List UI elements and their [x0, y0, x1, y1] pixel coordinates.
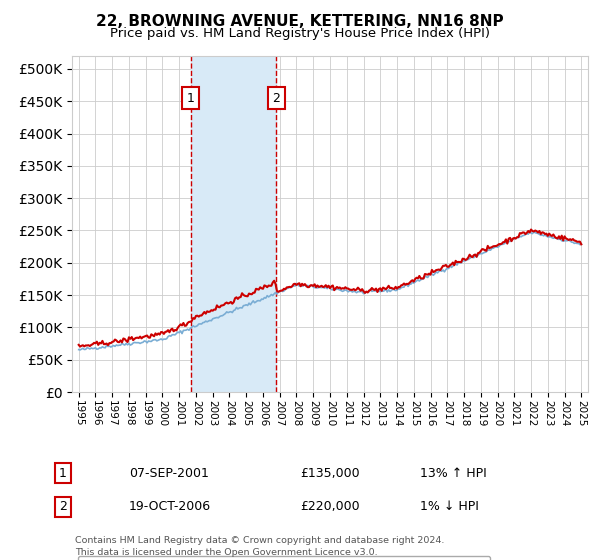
- Text: 13% ↑ HPI: 13% ↑ HPI: [420, 466, 487, 480]
- Text: 22, BROWNING AVENUE, KETTERING, NN16 8NP: 22, BROWNING AVENUE, KETTERING, NN16 8NP: [96, 14, 504, 29]
- Text: 2: 2: [272, 91, 280, 105]
- Text: 19-OCT-2006: 19-OCT-2006: [129, 500, 211, 514]
- Text: £135,000: £135,000: [300, 466, 359, 480]
- Legend: 22, BROWNING AVENUE, KETTERING, NN16 8NP (detached house), HPI: Average price, d: 22, BROWNING AVENUE, KETTERING, NN16 8NP…: [77, 556, 490, 560]
- Text: 1: 1: [59, 466, 67, 480]
- Text: 2: 2: [59, 500, 67, 514]
- Bar: [191, 56, 277, 392]
- Text: Price paid vs. HM Land Registry's House Price Index (HPI): Price paid vs. HM Land Registry's House …: [110, 27, 490, 40]
- Text: 1% ↓ HPI: 1% ↓ HPI: [420, 500, 479, 514]
- Text: 07-SEP-2001: 07-SEP-2001: [129, 466, 209, 480]
- Text: £220,000: £220,000: [300, 500, 359, 514]
- Text: Contains HM Land Registry data © Crown copyright and database right 2024.
This d: Contains HM Land Registry data © Crown c…: [75, 536, 445, 557]
- Text: 1: 1: [187, 91, 195, 105]
